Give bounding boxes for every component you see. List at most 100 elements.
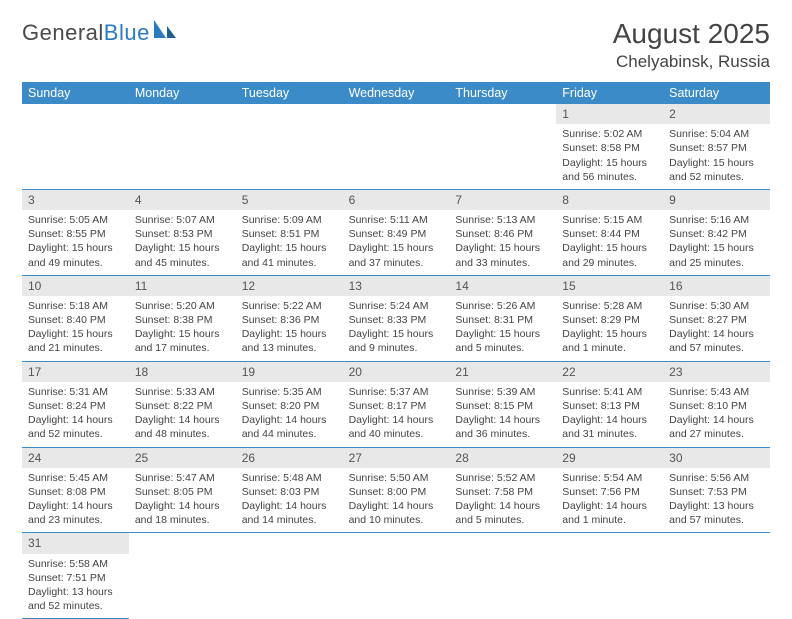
sunset-text: Sunset: 8:00 PM: [349, 485, 444, 499]
sunset-text: Sunset: 7:56 PM: [562, 485, 657, 499]
day-number: 6: [343, 190, 450, 210]
sunset-text: Sunset: 8:22 PM: [135, 399, 230, 413]
sunset-text: Sunset: 8:36 PM: [242, 313, 337, 327]
sunrise-text: Sunrise: 5:26 AM: [455, 299, 550, 313]
sunrise-text: Sunrise: 5:20 AM: [135, 299, 230, 313]
sunset-text: Sunset: 8:05 PM: [135, 485, 230, 499]
weekday-header: Saturday: [663, 82, 770, 104]
sunset-text: Sunset: 8:40 PM: [28, 313, 123, 327]
calendar-day: .: [343, 533, 450, 619]
day-number: 23: [663, 362, 770, 382]
sunrise-text: Sunrise: 5:04 AM: [669, 127, 764, 141]
sunrise-text: Sunrise: 5:33 AM: [135, 385, 230, 399]
day-number: 1: [556, 104, 663, 124]
daylight-text: Daylight: 15 hours: [562, 241, 657, 255]
sunrise-text: Sunrise: 5:02 AM: [562, 127, 657, 141]
daylight-text: and 9 minutes.: [349, 341, 444, 355]
weekday-header: Tuesday: [236, 82, 343, 104]
calendar-day: 5Sunrise: 5:09 AMSunset: 8:51 PMDaylight…: [236, 190, 343, 275]
daylight-text: Daylight: 15 hours: [455, 327, 550, 341]
calendar-day: 3Sunrise: 5:05 AMSunset: 8:55 PMDaylight…: [22, 190, 129, 275]
calendar-day: .: [449, 104, 556, 189]
sunrise-text: Sunrise: 5:54 AM: [562, 471, 657, 485]
daylight-text: Daylight: 15 hours: [242, 327, 337, 341]
calendar-day: 16 Sunrise: 5:30 AMSunset: 8:27 PMDayligh…: [663, 276, 770, 361]
calendar-day: 15Sunrise: 5:28 AMSunset: 8:29 PMDayligh…: [556, 276, 663, 361]
day-number: 19: [236, 362, 343, 382]
daylight-text: Daylight: 15 hours: [349, 241, 444, 255]
daylight-text: Daylight: 13 hours: [669, 499, 764, 513]
sunset-text: Sunset: 8:58 PM: [562, 141, 657, 155]
day-number: 9: [663, 190, 770, 210]
sunrise-text: Sunrise: 5:56 AM: [669, 471, 764, 485]
sunset-text: Sunset: 8:13 PM: [562, 399, 657, 413]
daylight-text: Daylight: 15 hours: [562, 327, 657, 341]
calendar-day: 24Sunrise: 5:45 AMSunset: 8:08 PMDayligh…: [22, 448, 129, 533]
calendar-week: 3Sunrise: 5:05 AMSunset: 8:55 PMDaylight…: [22, 190, 770, 276]
daylight-text: and 52 minutes.: [28, 599, 123, 613]
daylight-text: Daylight: 14 hours: [135, 499, 230, 513]
calendar-day: 30Sunrise: 5:56 AMSunset: 7:53 PMDayligh…: [663, 448, 770, 533]
calendar-week: 24Sunrise: 5:45 AMSunset: 8:08 PMDayligh…: [22, 448, 770, 534]
daylight-text: Daylight: 15 hours: [562, 156, 657, 170]
day-number: 27: [343, 448, 450, 468]
day-number: 4: [129, 190, 236, 210]
day-number: 10: [22, 276, 129, 296]
sunrise-text: Sunrise: 5:30 AM: [669, 299, 764, 313]
sunset-text: Sunset: 7:58 PM: [455, 485, 550, 499]
day-number: 31: [22, 533, 129, 553]
calendar-day: 25Sunrise: 5:47 AMSunset: 8:05 PMDayligh…: [129, 448, 236, 533]
daylight-text: and 45 minutes.: [135, 256, 230, 270]
calendar-day: 1 Sunrise: 5:02 AMSunset: 8:58 PMDaylight…: [556, 104, 663, 189]
calendar-body: .....1Sunrise: 5:02 AMSunset: 8:58 PMDay…: [22, 104, 770, 619]
logo-text-2: Blue: [104, 20, 150, 46]
sunset-text: Sunset: 7:51 PM: [28, 571, 123, 585]
day-number: 21: [449, 362, 556, 382]
daylight-text: Daylight: 14 hours: [455, 413, 550, 427]
daylight-text: Daylight: 15 hours: [28, 327, 123, 341]
daylight-text: Daylight: 14 hours: [669, 327, 764, 341]
weekday-header: Thursday: [449, 82, 556, 104]
sunset-text: Sunset: 8:31 PM: [455, 313, 550, 327]
calendar-day: .: [236, 104, 343, 189]
sunset-text: Sunset: 8:42 PM: [669, 227, 764, 241]
sunset-text: Sunset: 8:33 PM: [349, 313, 444, 327]
sunrise-text: Sunrise: 5:11 AM: [349, 213, 444, 227]
sunset-text: Sunset: 8:03 PM: [242, 485, 337, 499]
daylight-text: and 41 minutes.: [242, 256, 337, 270]
daylight-text: and 23 minutes.: [28, 513, 123, 527]
sunrise-text: Sunrise: 5:28 AM: [562, 299, 657, 313]
daylight-text: and 18 minutes.: [135, 513, 230, 527]
calendar-day: 6Sunrise: 5:11 AMSunset: 8:49 PMDaylight…: [343, 190, 450, 275]
daylight-text: and 57 minutes.: [669, 513, 764, 527]
daylight-text: and 36 minutes.: [455, 427, 550, 441]
daylight-text: and 52 minutes.: [28, 427, 123, 441]
sunrise-text: Sunrise: 5:35 AM: [242, 385, 337, 399]
logo-sail-icon: [152, 18, 178, 40]
calendar-day: 29Sunrise: 5:54 AMSunset: 7:56 PMDayligh…: [556, 448, 663, 533]
daylight-text: and 56 minutes.: [562, 170, 657, 184]
daylight-text: Daylight: 15 hours: [455, 241, 550, 255]
sunset-text: Sunset: 8:17 PM: [349, 399, 444, 413]
daylight-text: Daylight: 15 hours: [135, 241, 230, 255]
calendar-day: 26Sunrise: 5:48 AMSunset: 8:03 PMDayligh…: [236, 448, 343, 533]
day-number: 15: [556, 276, 663, 296]
sunset-text: Sunset: 8:27 PM: [669, 313, 764, 327]
daylight-text: and 21 minutes.: [28, 341, 123, 355]
day-number: 16: [663, 276, 770, 296]
calendar-day: 18 Sunrise: 5:33 AMSunset: 8:22 PMDayligh…: [129, 362, 236, 447]
day-number: 3: [22, 190, 129, 210]
sunrise-text: Sunrise: 5:18 AM: [28, 299, 123, 313]
calendar-day: 13Sunrise: 5:24 AMSunset: 8:33 PMDayligh…: [343, 276, 450, 361]
calendar-day: .: [22, 104, 129, 189]
calendar-day: 7Sunrise: 5:13 AMSunset: 8:46 PMDaylight…: [449, 190, 556, 275]
calendar-day: .: [129, 533, 236, 619]
day-number: 18: [129, 362, 236, 382]
day-number: 5: [236, 190, 343, 210]
weekday-header: Wednesday: [343, 82, 450, 104]
daylight-text: Daylight: 14 hours: [349, 413, 444, 427]
daylight-text: Daylight: 14 hours: [135, 413, 230, 427]
daylight-text: and 27 minutes.: [669, 427, 764, 441]
calendar-day: 28Sunrise: 5:52 AMSunset: 7:58 PMDayligh…: [449, 448, 556, 533]
sunset-text: Sunset: 8:55 PM: [28, 227, 123, 241]
